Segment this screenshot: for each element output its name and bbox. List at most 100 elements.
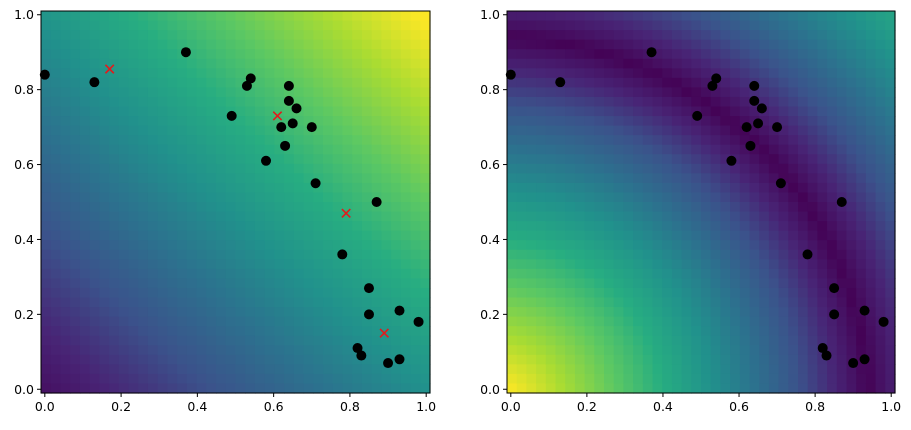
heatmap-cell xyxy=(701,58,712,69)
heatmap-cell xyxy=(118,11,130,22)
heatmap-cell xyxy=(836,58,848,69)
heatmap-cell xyxy=(691,163,702,174)
heatmap-cell xyxy=(798,268,809,279)
heatmap-cell xyxy=(701,125,712,136)
heatmap-cell xyxy=(516,163,527,174)
heatmap-cell xyxy=(555,11,566,22)
heatmap-cell xyxy=(584,297,595,308)
heatmap-cell xyxy=(759,307,770,318)
heatmap-cell xyxy=(536,49,547,60)
heatmap-cell xyxy=(332,125,344,136)
heatmap-cell xyxy=(710,211,721,222)
heatmap-cell xyxy=(875,125,886,136)
heatmap-cell xyxy=(730,96,741,108)
heatmap-cell xyxy=(264,11,275,22)
heatmap-cell xyxy=(545,125,557,136)
heatmap-cell xyxy=(642,116,654,127)
heatmap-cell xyxy=(50,77,62,88)
data-point xyxy=(291,103,302,114)
heatmap-cell xyxy=(574,297,586,308)
heatmap-cell xyxy=(759,278,770,289)
heatmap-cell xyxy=(788,68,799,79)
heatmap-cell xyxy=(216,221,227,232)
heatmap-cell xyxy=(885,154,896,165)
heatmap-cell xyxy=(681,249,692,260)
heatmap-cell xyxy=(671,182,683,194)
heatmap-cell xyxy=(293,30,305,41)
heatmap-cell xyxy=(167,364,178,375)
heatmap-cell xyxy=(391,49,402,60)
heatmap-cell xyxy=(186,30,198,41)
data-point xyxy=(821,350,832,361)
heatmap-cell xyxy=(642,154,654,165)
heatmap-cell xyxy=(545,221,557,232)
heatmap-cell xyxy=(225,163,237,174)
heatmap-cell xyxy=(730,326,741,337)
heatmap-cell xyxy=(410,77,421,88)
heatmap-cell xyxy=(196,278,207,289)
heatmap-cell xyxy=(798,202,809,213)
heatmap-cell xyxy=(157,345,169,356)
heatmap-cell xyxy=(128,287,139,299)
heatmap-cell xyxy=(293,96,305,108)
heatmap-cell xyxy=(400,373,412,385)
heatmap-cell xyxy=(79,106,91,117)
heatmap-cell xyxy=(420,287,431,299)
heatmap-cell xyxy=(400,297,412,308)
heatmap-cell xyxy=(323,316,334,327)
heatmap-cell xyxy=(352,68,363,79)
heatmap-cell xyxy=(584,163,595,174)
heatmap-cell xyxy=(778,87,789,98)
heatmap-cell xyxy=(885,240,896,251)
heatmap-cell xyxy=(128,240,139,251)
heatmap-cell xyxy=(759,249,770,260)
heatmap-cell xyxy=(352,154,363,165)
heatmap-cell xyxy=(167,77,178,88)
heatmap-cell xyxy=(128,345,139,356)
heatmap-cell xyxy=(225,354,237,365)
heatmap-cell xyxy=(313,135,324,146)
heatmap-cell xyxy=(555,221,566,232)
heatmap-cell xyxy=(642,307,654,318)
heatmap-cell xyxy=(555,297,566,308)
heatmap-cell xyxy=(759,116,770,127)
heatmap-cell xyxy=(99,58,110,69)
heatmap-cell xyxy=(99,316,110,327)
heatmap-cell xyxy=(303,173,314,184)
heatmap-cell xyxy=(788,335,799,346)
heatmap-cell xyxy=(662,354,673,365)
heatmap-cell xyxy=(720,345,731,356)
heatmap-cell xyxy=(681,354,692,365)
heatmap-cell xyxy=(352,202,363,213)
heatmap-cell xyxy=(342,297,353,308)
heatmap-cell xyxy=(313,230,324,241)
heatmap-cell xyxy=(323,383,334,394)
heatmap-cell xyxy=(60,154,71,165)
heatmap-cell xyxy=(710,154,721,165)
heatmap-cell xyxy=(147,192,159,203)
heatmap-cell xyxy=(89,116,100,127)
heatmap-cell xyxy=(50,221,62,232)
heatmap-cell xyxy=(798,307,809,318)
heatmap-cell xyxy=(89,297,100,308)
heatmap-cell xyxy=(778,268,789,279)
heatmap-cell xyxy=(642,373,654,385)
heatmap-cell xyxy=(323,58,334,69)
heatmap-cell xyxy=(749,278,760,289)
heatmap-cell xyxy=(70,144,81,155)
heatmap-cell xyxy=(371,87,382,98)
heatmap-cell xyxy=(225,240,237,251)
heatmap-cell xyxy=(633,373,644,385)
heatmap-cell xyxy=(79,173,91,184)
heatmap-cell xyxy=(60,68,71,79)
heatmap-cell xyxy=(109,173,120,184)
heatmap-cell xyxy=(865,39,877,50)
heatmap-cell xyxy=(293,39,305,50)
heatmap-cell xyxy=(807,30,818,41)
heatmap-cell xyxy=(206,30,217,41)
heatmap-cell xyxy=(128,87,139,98)
heatmap-cell xyxy=(807,240,818,251)
heatmap-cell xyxy=(604,116,615,127)
heatmap-cell xyxy=(313,268,324,279)
heatmap-cell xyxy=(807,116,818,127)
